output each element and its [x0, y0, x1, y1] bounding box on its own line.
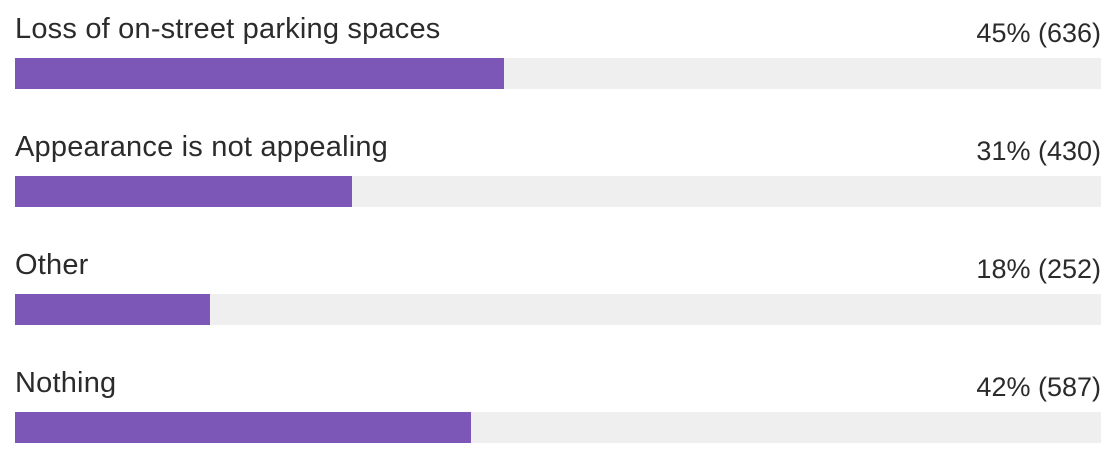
bar-track	[15, 412, 1101, 443]
bar	[15, 176, 352, 207]
value-label: 18% (252)	[976, 254, 1101, 284]
chart-row: Appearance is not appealing 31% (430)	[15, 118, 1101, 218]
bar-track	[15, 176, 1101, 207]
bar-chart: Loss of on-street parking spaces 45% (636…	[15, 0, 1101, 443]
chart-row: Loss of on-street parking spaces 45% (636…	[15, 0, 1101, 100]
bar	[15, 294, 210, 325]
bar-track	[15, 294, 1101, 325]
chart-row: Nothing 42% (587)	[15, 354, 1101, 454]
value-label: 42% (587)	[976, 372, 1101, 402]
value-label: 45% (636)	[976, 18, 1101, 48]
category-label: Nothing	[15, 367, 117, 399]
bar	[15, 58, 504, 89]
bar-track	[15, 58, 1101, 89]
category-label: Appearance is not appealing	[15, 131, 389, 163]
bar	[15, 412, 471, 443]
category-label: Loss of on-street parking spaces	[15, 13, 441, 45]
chart-row: Other 18% (252)	[15, 236, 1101, 336]
category-label: Other	[15, 249, 89, 281]
value-label: 31% (430)	[976, 136, 1101, 166]
